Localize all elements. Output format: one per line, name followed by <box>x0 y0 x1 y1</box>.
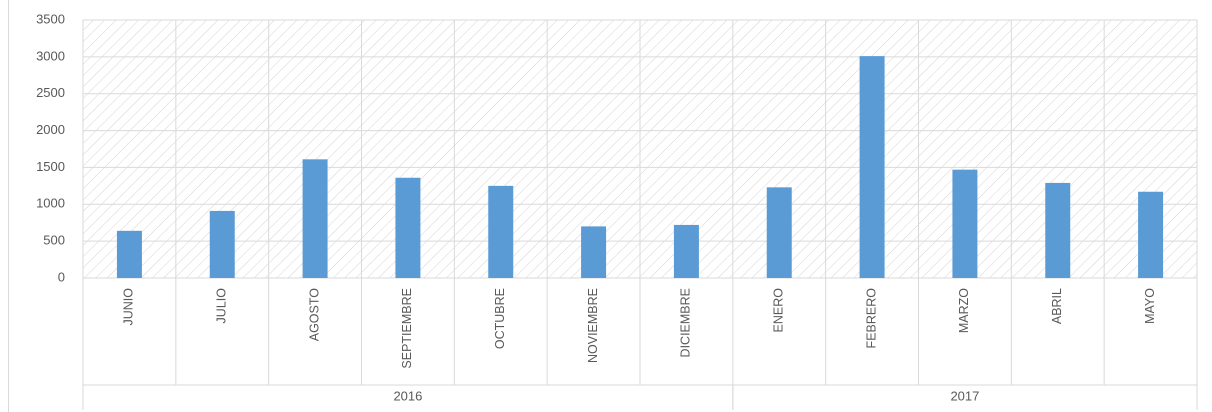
x-tick-label: DICIEMBRE <box>679 288 693 357</box>
bar <box>488 185 514 278</box>
bar <box>116 230 142 278</box>
group-label: 2017 <box>950 388 979 403</box>
x-tick-label: MAYO <box>1143 288 1157 324</box>
x-tick-label: AGOSTO <box>307 288 321 342</box>
bar <box>581 226 607 278</box>
x-tick-label: ABRIL <box>1050 288 1064 324</box>
x-tick-label: SEPTIEMBRE <box>400 288 414 369</box>
bar <box>952 169 978 278</box>
bar <box>673 224 699 278</box>
x-tick-label: FEBRERO <box>864 288 878 349</box>
bar <box>302 159 328 278</box>
bar <box>859 56 885 279</box>
y-tick-label: 1000 <box>36 196 65 211</box>
x-tick-label: MARZO <box>957 288 971 333</box>
x-tick-label: JUNIO <box>122 288 136 326</box>
bar <box>1138 191 1164 278</box>
x-tick-label: JULIO <box>215 288 229 324</box>
y-tick-label: 3500 <box>36 11 65 26</box>
bar <box>1045 182 1071 278</box>
y-tick-label: 2500 <box>36 85 65 100</box>
bar <box>209 210 235 278</box>
x-tick-label: NOVIEMBRE <box>586 288 600 363</box>
bar <box>766 187 792 278</box>
group-label: 2016 <box>393 388 422 403</box>
y-tick-label: 2000 <box>36 122 65 137</box>
y-tick-label: 3000 <box>36 48 65 63</box>
y-tick-label: 1500 <box>36 159 65 174</box>
x-tick-label: ENERO <box>772 288 786 333</box>
bar <box>395 177 421 278</box>
y-tick-label: 0 <box>58 269 65 284</box>
x-tick-label: OCTUBRE <box>493 288 507 349</box>
y-tick-label: 500 <box>43 233 65 248</box>
